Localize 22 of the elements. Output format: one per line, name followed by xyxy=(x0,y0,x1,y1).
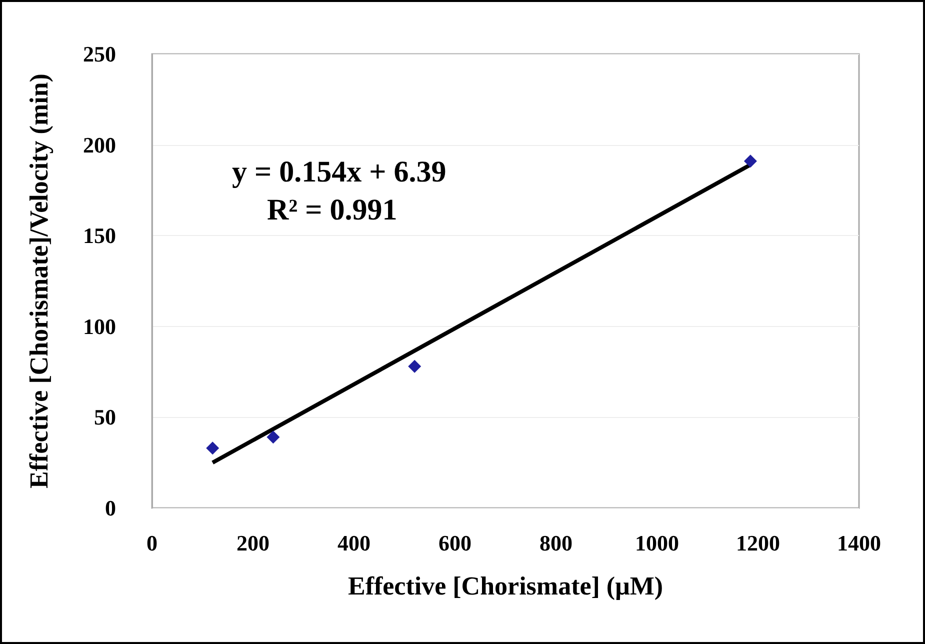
point xyxy=(206,442,220,455)
x-tick-label: 1000 xyxy=(635,530,679,556)
point xyxy=(266,430,280,444)
y-axis-title: Effective [Chorismate]/Velocity (min) xyxy=(24,74,54,488)
y-tick-label: 50 xyxy=(94,404,116,430)
y-tick-label: 200 xyxy=(83,132,116,158)
x-tick-label: 400 xyxy=(338,530,370,556)
y-tick-label: 0 xyxy=(105,496,116,520)
y-tick-label: 100 xyxy=(83,314,116,339)
x-tick-label: 0 xyxy=(146,530,158,556)
x-tick-label: 800 xyxy=(540,530,572,556)
x-axis-title: Effective [Chorismate] (μM) xyxy=(348,572,664,600)
y-tick-label: 250 xyxy=(83,42,116,66)
point xyxy=(744,154,757,168)
y-tick-label: 150 xyxy=(83,223,116,248)
x-tick-label: 1200 xyxy=(736,530,780,556)
x-tick-label: 200 xyxy=(236,530,270,556)
x-tick-label: 600 xyxy=(438,530,472,556)
point xyxy=(408,360,422,373)
x-tick-label: 1400 xyxy=(837,530,881,556)
annotation: y = 0.154x + 6.39 xyxy=(232,156,446,188)
annotation: R² = 0.991 xyxy=(267,194,398,226)
